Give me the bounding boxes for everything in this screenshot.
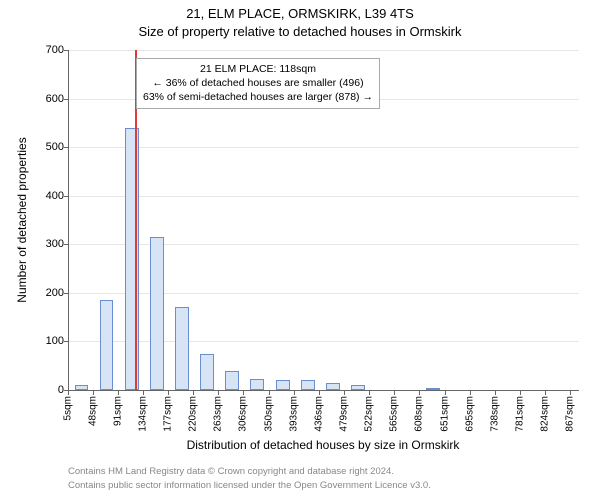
gridline	[69, 341, 579, 342]
gridline	[69, 147, 579, 148]
y-tick-label: 600	[24, 93, 64, 105]
y-tick-mark	[64, 147, 68, 148]
x-tick-mark	[445, 391, 446, 395]
x-axis-label: Distribution of detached houses by size …	[68, 438, 578, 452]
y-tick-label: 0	[24, 384, 64, 396]
histogram-bar	[301, 380, 315, 390]
x-tick-label: 436sqm	[314, 396, 325, 432]
x-tick-mark	[394, 391, 395, 395]
x-tick-label: 695sqm	[465, 396, 476, 432]
chart-title-description: Size of property relative to detached ho…	[0, 24, 600, 39]
x-tick-label: 608sqm	[414, 396, 425, 432]
x-tick-label: 565sqm	[389, 396, 400, 432]
histogram-bar	[100, 300, 114, 390]
histogram-bar	[75, 385, 89, 390]
x-tick-mark	[344, 391, 345, 395]
y-tick-label: 200	[24, 287, 64, 299]
x-tick-mark	[294, 391, 295, 395]
y-tick-label: 400	[24, 190, 64, 202]
x-tick-label: 91sqm	[113, 396, 124, 426]
x-tick-mark	[168, 391, 169, 395]
histogram-bar	[351, 385, 365, 390]
x-tick-label: 306sqm	[238, 396, 249, 432]
x-tick-label: 522sqm	[364, 396, 375, 432]
x-tick-label: 781sqm	[515, 396, 526, 432]
x-tick-mark	[419, 391, 420, 395]
histogram-bar	[150, 237, 164, 390]
callout-line1: 21 ELM PLACE: 118sqm	[143, 62, 373, 76]
y-tick-label: 300	[24, 238, 64, 250]
x-tick-mark	[269, 391, 270, 395]
x-tick-label: 393sqm	[289, 396, 300, 432]
callout-box: 21 ELM PLACE: 118sqm ← 36% of detached h…	[136, 58, 380, 109]
x-tick-label: 651sqm	[439, 396, 450, 432]
x-tick-label: 48sqm	[88, 396, 99, 426]
histogram-bar	[276, 380, 290, 390]
histogram-bar	[250, 379, 264, 390]
x-tick-label: 220sqm	[188, 396, 199, 432]
histogram-bar	[200, 354, 214, 390]
x-tick-label: 824sqm	[540, 396, 551, 432]
x-tick-mark	[193, 391, 194, 395]
histogram-bar	[225, 371, 239, 390]
histogram-bar	[426, 388, 440, 390]
x-tick-mark	[118, 391, 119, 395]
x-tick-label: 5sqm	[63, 396, 74, 420]
x-tick-label: 738sqm	[490, 396, 501, 432]
x-tick-mark	[570, 391, 571, 395]
footer-line1: Contains HM Land Registry data © Crown c…	[68, 466, 578, 477]
x-tick-mark	[369, 391, 370, 395]
x-tick-mark	[93, 391, 94, 395]
chart-title-address: 21, ELM PLACE, ORMSKIRK, L39 4TS	[0, 6, 600, 21]
y-tick-mark	[64, 196, 68, 197]
x-tick-mark	[143, 391, 144, 395]
y-tick-mark	[64, 99, 68, 100]
x-tick-mark	[545, 391, 546, 395]
x-tick-mark	[68, 391, 69, 395]
y-tick-mark	[64, 50, 68, 51]
gridline	[69, 196, 579, 197]
x-tick-label: 263sqm	[213, 396, 224, 432]
x-tick-mark	[319, 391, 320, 395]
chart-container: 21, ELM PLACE, ORMSKIRK, L39 4TS Size of…	[0, 0, 600, 500]
x-tick-mark	[470, 391, 471, 395]
gridline	[69, 50, 579, 51]
y-tick-label: 500	[24, 141, 64, 153]
gridline	[69, 244, 579, 245]
x-tick-mark	[520, 391, 521, 395]
y-axis-label: Number of detached properties	[15, 137, 29, 302]
footer-line2: Contains public sector information licen…	[68, 480, 578, 491]
x-tick-mark	[218, 391, 219, 395]
histogram-bar	[175, 307, 189, 390]
gridline	[69, 293, 579, 294]
y-tick-label: 100	[24, 335, 64, 347]
x-tick-label: 479sqm	[339, 396, 350, 432]
histogram-bar	[326, 383, 340, 390]
y-tick-mark	[64, 244, 68, 245]
x-tick-label: 350sqm	[264, 396, 275, 432]
callout-line3: 63% of semi-detached houses are larger (…	[143, 90, 373, 104]
x-tick-mark	[243, 391, 244, 395]
x-tick-label: 177sqm	[163, 396, 174, 432]
y-tick-mark	[64, 293, 68, 294]
x-tick-label: 134sqm	[138, 396, 149, 432]
x-tick-mark	[495, 391, 496, 395]
x-tick-label: 867sqm	[565, 396, 576, 432]
y-tick-mark	[64, 341, 68, 342]
y-tick-label: 700	[24, 44, 64, 56]
callout-line2: ← 36% of detached houses are smaller (49…	[143, 76, 373, 90]
